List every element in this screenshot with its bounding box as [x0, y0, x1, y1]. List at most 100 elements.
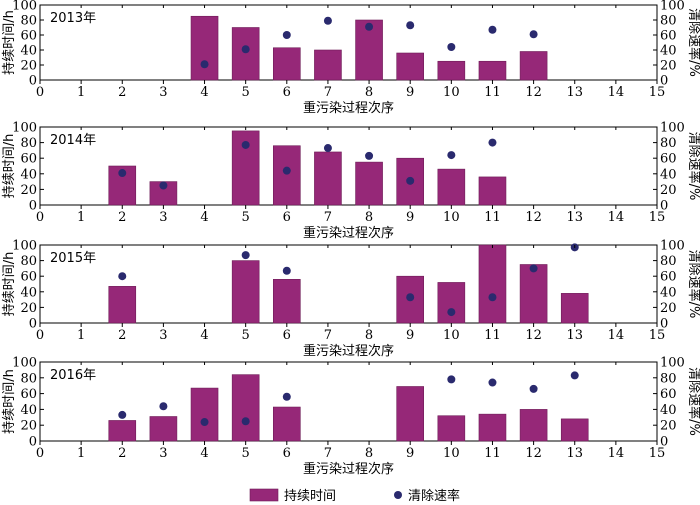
bar-duration [519, 264, 548, 324]
x-tick-label: 4 [200, 85, 208, 100]
x-tick-label: 9 [406, 328, 414, 343]
point-removal-rate [159, 181, 168, 190]
y-tick-label: 80 [20, 371, 37, 386]
point-removal-rate [488, 378, 497, 387]
x-tick-label: 1 [77, 210, 85, 225]
y-tick-label: 60 [20, 152, 37, 167]
y-tick-label-right: 80 [660, 136, 677, 151]
x-axis-title: 重污染过程次序 [303, 461, 394, 477]
x-tick-label: 15 [649, 328, 666, 343]
x-tick-label: 15 [649, 446, 666, 461]
x-axis-title: 重污染过程次序 [303, 225, 394, 241]
bar-duration [231, 374, 260, 442]
chart-panel-4: 0 1 2 3 4 5 6 7 8 9 10 11 12 13 14 15020406080100020406… [2, 356, 700, 478]
x-tick-label: 3 [159, 210, 167, 225]
bar-duration [231, 260, 260, 324]
y-tick-label-right: 20 [660, 301, 677, 316]
x-tick-label: 3 [159, 446, 167, 461]
y-tick-label: 0 [29, 317, 37, 332]
y-tick-label-right: 80 [660, 371, 677, 386]
y-tick-label: 100 [12, 0, 37, 14]
x-tick-label: 12 [525, 446, 542, 461]
y-tick-label: 40 [20, 167, 37, 182]
point-removal-rate [529, 264, 538, 273]
plot-frame [39, 361, 658, 442]
point-removal-rate [118, 169, 127, 178]
y-tick-label: 40 [20, 285, 37, 300]
x-tick-label: 9 [406, 210, 414, 225]
y-tick-label: 80 [20, 136, 37, 151]
point-removal-rate [241, 251, 250, 260]
bar-duration [396, 52, 425, 81]
y-tick-label: 100 [12, 239, 37, 254]
x-tick-label: 1 [77, 328, 85, 343]
point-removal-rate [447, 151, 456, 160]
x-tick-label: 11 [484, 328, 501, 343]
bar-duration [231, 27, 260, 81]
x-tick-label: 0 [36, 446, 44, 461]
point-removal-rate [447, 43, 456, 51]
y-tick-label-right: 0 [660, 199, 668, 214]
x-tick-label: 3 [159, 328, 167, 343]
x-tick-label: 12 [525, 210, 542, 225]
x-tick-label: 1 [77, 85, 85, 100]
x-tick-label: 12 [525, 328, 542, 343]
legend-label-rate: 清除速率 [408, 488, 460, 504]
bar-duration [272, 406, 301, 442]
y-axis-title-left: 持续时间/h [2, 10, 17, 75]
y-tick-label: 40 [20, 44, 37, 59]
bar-duration [519, 409, 548, 442]
point-removal-rate [406, 21, 415, 30]
y-tick-label-right: 40 [660, 44, 677, 59]
bar-duration [314, 49, 342, 81]
x-tick-label: 11 [484, 85, 501, 100]
y-tick-label-right: 0 [660, 435, 668, 450]
x-tick-label: 5 [242, 328, 250, 343]
y-tick-label-right: 60 [660, 152, 677, 167]
x-tick-label: 14 [608, 210, 625, 225]
y-tick-label: 100 [12, 121, 37, 136]
y-tick-label-right: 80 [660, 14, 677, 29]
x-tick-label: 1 [77, 446, 85, 461]
y-tick-label: 60 [20, 29, 37, 44]
bar-duration [149, 416, 178, 442]
point-removal-rate [241, 417, 250, 426]
bar-duration [437, 168, 466, 206]
x-tick-label: 12 [525, 85, 542, 100]
y-tick-label-right: 40 [660, 285, 677, 300]
x-tick-label: 6 [283, 328, 291, 343]
bar-duration [108, 420, 137, 442]
point-removal-rate [488, 293, 497, 302]
y-tick-label-right: 100 [660, 0, 685, 14]
bar-duration [272, 47, 301, 81]
x-tick-label: 2 [118, 210, 126, 225]
point-removal-rate [447, 375, 456, 384]
bar-duration [519, 51, 548, 81]
y-tick-label-right: 20 [660, 183, 677, 198]
chart-panel-2: 0 1 2 3 4 5 6 7 8 9 10 11 12 13 14 15020406080100020406… [2, 121, 700, 242]
y-axis-title-right: 清除速率/% [686, 132, 700, 201]
point-removal-rate [406, 293, 415, 302]
y-tick-label-right: 100 [660, 121, 685, 136]
point-removal-rate [159, 402, 168, 411]
x-tick-label: 0 [36, 328, 44, 343]
panel-year-label: 2013年 [50, 11, 96, 26]
y-tick-label-right: 40 [660, 167, 677, 182]
x-tick-label: 13 [566, 446, 583, 461]
point-removal-rate [447, 308, 456, 317]
x-tick-label: 0 [36, 85, 44, 100]
bar-duration [560, 418, 589, 442]
x-tick-label: 6 [283, 210, 291, 225]
y-tick-label-right: 40 [660, 403, 677, 418]
bar-duration [355, 161, 383, 206]
x-tick-label: 10 [443, 85, 460, 100]
bar-duration [108, 286, 137, 324]
chart-panel-1: 0 1 2 3 4 5 6 7 8 9 10 11 12 13 14 15020406080100020406… [2, 0, 700, 116]
chart-panel-3: 0 1 2 3 4 5 6 7 8 9 10 11 12 13 14 15020406080100020406… [2, 239, 700, 360]
x-axis-title: 重污染过程次序 [303, 343, 394, 359]
x-tick-label: 10 [443, 446, 460, 461]
point-removal-rate [282, 392, 291, 401]
point-removal-rate [282, 31, 291, 39]
bar-duration [478, 244, 507, 324]
